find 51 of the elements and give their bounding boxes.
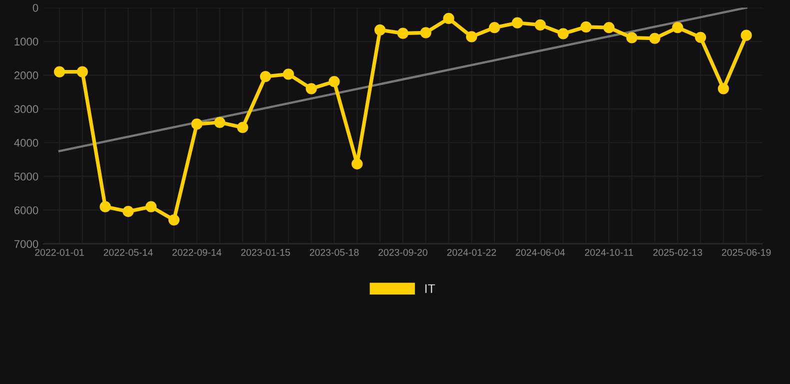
x-tick-label: 2023-09-20 [378, 248, 428, 256]
x-tick-label: 2025-06-19 [722, 248, 771, 256]
y-tick-label: 6000 [14, 206, 38, 214]
point [534, 19, 546, 30]
point [352, 158, 363, 170]
legend-label: IT [425, 284, 436, 293]
point [260, 70, 272, 82]
point [672, 22, 684, 34]
y-tick-label: 2000 [14, 71, 38, 80]
x-tick-label: 2024-01-22 [447, 248, 496, 256]
point [718, 83, 729, 94]
point [580, 21, 592, 32]
x-tick-label: 2023-01-15 [241, 248, 290, 256]
y-tick-label: 1000 [14, 38, 38, 46]
point [626, 32, 638, 44]
y-tick-label: 0 [32, 4, 38, 12]
point [488, 22, 500, 34]
x-tick-label: 2022-09-14 [172, 248, 222, 256]
point [168, 214, 180, 226]
x-tick-label: 2025-02-13 [653, 248, 702, 256]
point [76, 66, 88, 78]
x-tick-label: 2024-06-04 [516, 248, 565, 256]
point [122, 206, 134, 218]
point [420, 27, 432, 38]
x-tick-label: 2022-01-01 [35, 248, 84, 256]
point [397, 28, 408, 39]
point [443, 12, 454, 24]
y-tick-label: 3000 [14, 105, 38, 114]
point [282, 68, 294, 80]
point [191, 118, 202, 130]
point [558, 28, 569, 40]
point [100, 201, 111, 212]
point [694, 32, 706, 43]
point [306, 83, 317, 94]
y-tick-label: 7000 [14, 240, 38, 248]
point [214, 116, 226, 128]
x-tick-label: 2023-05-18 [310, 248, 359, 256]
x-tick-label: 2022-05-14 [104, 248, 153, 256]
x-tick-label: 2024-10-11 [584, 248, 633, 256]
point [237, 122, 248, 134]
point [649, 32, 660, 44]
y-tick-label: 4000 [14, 138, 38, 147]
point [740, 30, 752, 41]
point [54, 66, 66, 78]
point [146, 201, 157, 212]
point [374, 24, 386, 36]
point [466, 31, 478, 42]
y-tick-label: 5000 [14, 172, 38, 180]
point [328, 76, 340, 88]
point [603, 22, 615, 34]
point [512, 17, 523, 28]
